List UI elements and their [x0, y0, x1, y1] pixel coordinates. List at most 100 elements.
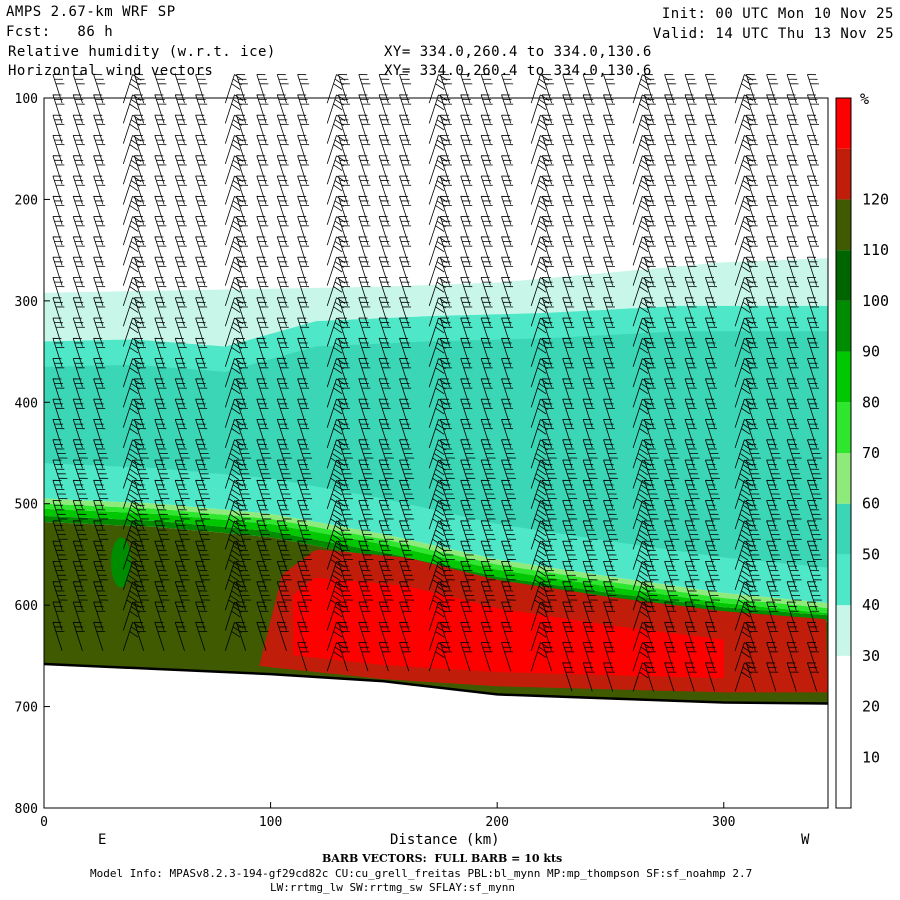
wind-barb	[174, 621, 187, 651]
wind-barb	[745, 419, 758, 449]
wind-barb	[154, 621, 167, 651]
wind-barb	[428, 337, 448, 367]
wind-barb	[460, 135, 473, 165]
wind-barb	[174, 561, 190, 591]
wind-barb	[766, 479, 782, 509]
wind-barb	[745, 297, 758, 327]
wind-barb	[460, 500, 476, 530]
wind-barb	[734, 175, 754, 205]
wind-barb	[236, 155, 249, 185]
wind-barb	[705, 114, 718, 144]
wind-barb	[643, 561, 659, 591]
wind-barb	[399, 439, 415, 469]
model-title: AMPS 2.67-km WRF SP	[6, 4, 176, 20]
wind-barb	[562, 236, 575, 266]
wind-barb	[745, 581, 761, 611]
wind-barb	[439, 94, 452, 124]
wind-barb	[632, 662, 652, 692]
wind-barb	[93, 601, 106, 631]
wind-barb	[541, 378, 554, 408]
wind-barb	[154, 114, 167, 144]
wind-barb	[684, 317, 697, 347]
colorbar-swatch	[836, 250, 851, 301]
wind-barb	[326, 358, 346, 388]
wind-barb	[807, 459, 822, 489]
wind-barb	[562, 337, 575, 367]
wind-barb	[72, 256, 85, 286]
wind-barb	[134, 479, 150, 509]
wind-barb	[428, 358, 448, 388]
wind-barb	[428, 459, 448, 489]
wind-barb	[745, 662, 758, 692]
wind-barb	[562, 155, 575, 185]
wind-barb	[72, 419, 85, 449]
wind-barb	[786, 520, 802, 550]
wind-barb	[256, 297, 269, 327]
wind-barb	[276, 277, 289, 307]
wind-barb	[134, 419, 147, 449]
wind-barb	[224, 337, 244, 367]
wind-barb	[684, 135, 697, 165]
wind-barb	[766, 419, 779, 449]
wind-barb	[530, 155, 550, 185]
wind-barb	[439, 74, 452, 104]
wind-barb	[236, 135, 249, 165]
wind-barb	[224, 256, 244, 286]
wind-barb	[326, 216, 346, 246]
wind-barb	[603, 155, 616, 185]
wind-barb	[501, 621, 514, 651]
wind-barb	[541, 419, 554, 449]
wind-barb	[664, 540, 680, 570]
wind-barb	[786, 662, 799, 692]
wind-barb	[766, 581, 782, 611]
wind-barb	[297, 236, 310, 266]
wind-barb	[154, 135, 167, 165]
wind-barb	[786, 135, 799, 165]
wind-barb	[72, 297, 85, 327]
wind-barb	[93, 337, 106, 367]
colorbar-swatch	[836, 706, 851, 758]
wind-barb	[501, 581, 517, 611]
wind-barb	[72, 277, 85, 307]
wind-barb	[72, 175, 85, 205]
wind-barb	[297, 561, 313, 591]
wind-barb	[52, 114, 65, 144]
wind-barb	[358, 358, 371, 388]
wind-barb	[439, 479, 455, 509]
wind-barb	[72, 601, 85, 631]
wind-barb	[174, 479, 190, 509]
colorbar-swatch	[836, 148, 851, 200]
wind-barb	[745, 155, 758, 185]
wind-barb	[632, 621, 652, 651]
wind-barb	[480, 94, 493, 124]
wind-barb	[154, 601, 167, 631]
wind-barb	[643, 601, 656, 631]
wind-barb	[256, 337, 269, 367]
wind-barb	[236, 439, 251, 469]
wind-barb	[501, 135, 514, 165]
wind-barb	[358, 277, 371, 307]
wind-barb	[460, 337, 473, 367]
wind-barb	[326, 439, 346, 469]
wind-barb	[501, 479, 517, 509]
wind-barb	[399, 520, 415, 550]
wind-barb	[643, 459, 659, 489]
wind-barb	[632, 398, 652, 428]
wind-barb	[276, 256, 289, 286]
wind-barb	[684, 337, 697, 367]
wind-barb	[643, 155, 656, 185]
wind-barb	[643, 195, 656, 225]
wind-barb	[807, 94, 820, 124]
wind-barb	[297, 74, 310, 104]
wind-barb	[562, 358, 575, 388]
wind-barb	[256, 195, 269, 225]
wind-barb	[72, 74, 85, 104]
wind-barb	[399, 561, 415, 591]
wind-barb	[297, 195, 310, 225]
wind-barb	[174, 500, 190, 530]
wind-barb	[734, 439, 754, 469]
colorbar-label: 40	[862, 596, 880, 614]
wind-barb	[541, 621, 554, 651]
wind-barb	[297, 398, 310, 428]
